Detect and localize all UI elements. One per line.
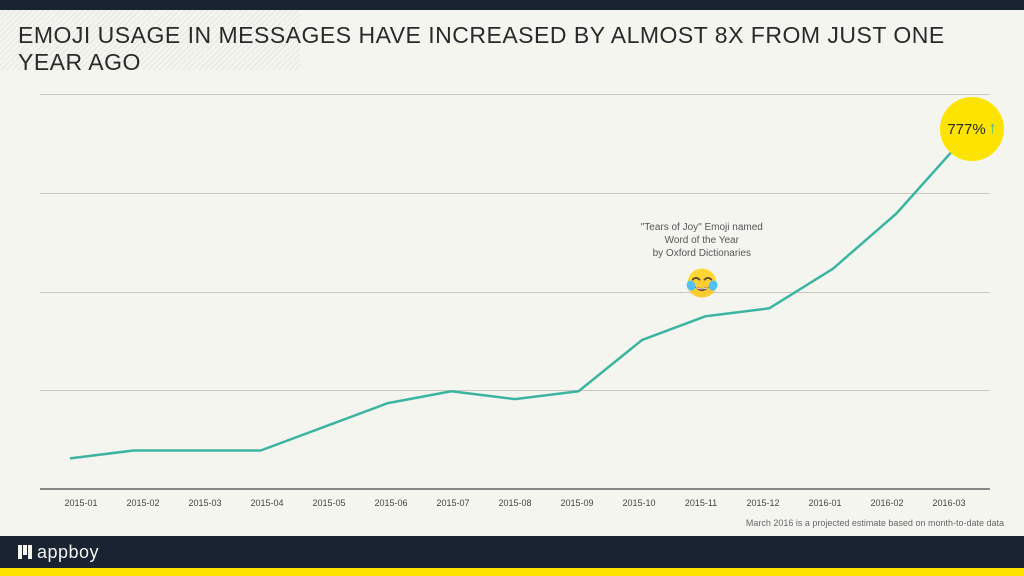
logo-icon bbox=[18, 545, 33, 559]
brand-name: appboy bbox=[37, 542, 99, 563]
chart: 2015-012015-022015-032015-042015-052015-… bbox=[40, 95, 990, 490]
badge-value: 777% bbox=[947, 121, 985, 138]
up-arrow-icon: ↑ bbox=[989, 120, 997, 138]
percent-badge: 777% ↑ bbox=[940, 97, 1004, 161]
callout-line2: Word of the Year bbox=[641, 234, 763, 247]
callout-line3: by Oxford Dictionaries bbox=[641, 247, 763, 260]
tears-of-joy-icon bbox=[685, 266, 719, 300]
top-bar bbox=[0, 0, 1024, 10]
footer: appboy bbox=[0, 536, 1024, 568]
footnote: March 2016 is a projected estimate based… bbox=[746, 518, 1004, 528]
brand-logo: appboy bbox=[18, 542, 99, 563]
callout-line1: "Tears of Joy" Emoji named bbox=[641, 221, 763, 234]
x-axis-labels: 2015-012015-022015-032015-042015-052015-… bbox=[40, 498, 990, 508]
header: EMOJI USAGE IN MESSAGES HAVE INCREASED B… bbox=[0, 10, 1024, 84]
line-chart bbox=[40, 95, 990, 490]
page-title: EMOJI USAGE IN MESSAGES HAVE INCREASED B… bbox=[18, 22, 1006, 76]
emoji-callout: "Tears of Joy" Emoji named Word of the Y… bbox=[641, 221, 763, 304]
x-axis bbox=[40, 488, 990, 490]
bottom-accent-bar bbox=[0, 568, 1024, 576]
